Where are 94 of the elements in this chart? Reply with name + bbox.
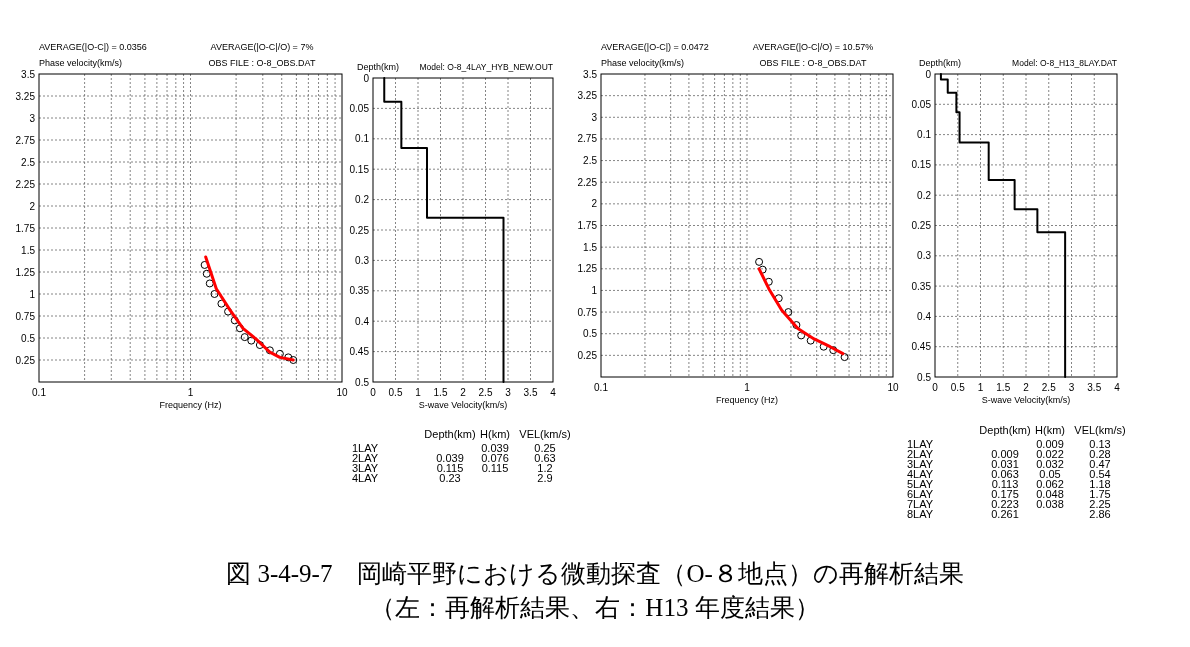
x-axis-title: Frequency (Hz): [715, 395, 779, 405]
x-tick-label: 2.5: [1041, 382, 1057, 393]
text: AVERAGE(|O-C|) = 0.0472: [601, 42, 709, 52]
y-tick-label: 0.2: [917, 189, 932, 201]
x-tick-label: 1.5: [996, 382, 1011, 393]
y-tick-label: 1.5: [583, 241, 598, 253]
text: AVERAGE(|O-C|) = 0.0356: [39, 42, 147, 52]
table: Depth(km) H(km) VEL(km/s) 1LAY 0.009 0.13 2LAY 0.009 0.022 0.28 3LAY 0.031 0.032 0.47 4LAY 0.063 0.05 0.54 5LAY 0.113 0.062 1.18 6LAY 0.175 0.048 1.75 7LAY 0.223 0.038 2.25 8LAY 0.261 2.86: [906, 424, 1126, 520]
x-tick-label: 0: [932, 382, 939, 393]
text: AVERAGE(|O-C|/O) = 7%: [210, 42, 314, 52]
point: [774, 294, 783, 303]
y-tick-label: 0.25: [349, 224, 370, 236]
x-tick-label: 3: [1068, 382, 1075, 393]
x-tick-label: 1: [415, 387, 422, 398]
y-tick-label: 3: [29, 112, 36, 124]
y-tick-label: 1.75: [15, 222, 36, 234]
y-axis-title: Depth(km): [357, 62, 400, 72]
x-tick-label: 2: [1023, 382, 1030, 393]
y-tick-label: 2.25: [15, 178, 36, 190]
y-tick-label: 3.5: [21, 68, 36, 80]
y-tick-label: 1.75: [577, 220, 598, 231]
y-tick-label: 0.25: [577, 349, 598, 361]
y-axis-title: Phase velocity(km/s): [39, 58, 123, 68]
y-tick-label: 0.45: [349, 346, 370, 358]
y-tick-label: 1: [29, 288, 36, 300]
y-tick-label: 0: [363, 72, 370, 84]
y-tick-label: 1.25: [15, 266, 36, 278]
y-tick-label: 3: [591, 111, 598, 123]
y-tick-label: 0.05: [349, 102, 370, 114]
x-tick-label: 2.5: [478, 387, 493, 398]
x-tick-label: 2: [460, 387, 467, 398]
x-tick-label: 10: [887, 382, 899, 393]
x-tick-label: 3.5: [523, 387, 538, 398]
y-tick-label: 0.35: [349, 285, 370, 297]
point: [792, 321, 801, 330]
y-tick-label: 2.75: [15, 134, 36, 146]
y-tick-label: 2: [591, 198, 598, 210]
x-axis-title: Frequency (Hz): [159, 400, 222, 410]
x-tick-label: 3: [505, 387, 512, 398]
text: OBS FILE : O-8_OBS.DAT: [759, 58, 867, 68]
x-tick-label: 1: [977, 382, 984, 393]
y-axis-title: Phase velocity(km/s): [601, 58, 685, 68]
y-tick-label: 0.05: [911, 98, 932, 110]
text: AVERAGE(|O-C|/O) = 10.57%: [752, 42, 874, 52]
y-tick-label: 0.5: [917, 371, 932, 383]
chart-title: Model: O-8_4LAY_HYB_NEW.OUT: [419, 62, 553, 72]
y-tick-label: 2: [29, 200, 36, 212]
y-tick-label: 0.3: [355, 254, 370, 266]
y-tick-label: 0.3: [917, 250, 932, 262]
y-tick-label: 0.25: [15, 354, 36, 366]
y-tick-label: 1.25: [577, 263, 598, 275]
y-tick-label: 0.1: [917, 129, 932, 141]
y-tick-label: 0: [925, 68, 932, 80]
y-tick-label: 0.75: [15, 310, 36, 322]
x-tick-label: 1.5: [433, 387, 448, 398]
y-tick-label: 0.25: [911, 220, 932, 231]
chart-title: Model: O-8_H13_8LAY.DAT: [1012, 58, 1117, 68]
text: （左：再解析結果、右：H13 年度結果）: [370, 594, 820, 621]
table: Depth(km) H(km) VEL(km/s) 1LAY 0.039 0.25 2LAY 0.039 0.076 0.63 3LAY 0.115 0.115 1.2 4LAY 0.23 2.9: [351, 428, 571, 484]
y-tick-label: 0.5: [21, 332, 36, 344]
y-tick-label: 1.5: [21, 244, 36, 256]
y-tick-label: 3.25: [15, 90, 36, 102]
y-tick-label: 0.2: [355, 194, 370, 206]
x-tick-label: 0.5: [388, 387, 403, 398]
y-tick-label: 2.25: [577, 176, 598, 188]
text: 図 3-4-9-7 岡崎平野における微動探査（O-８地点）の再解析結果: [226, 560, 964, 587]
x-axis-title: S-wave Velocity(km/s): [981, 395, 1071, 405]
y-tick-label: 0.1: [355, 133, 370, 145]
y-tick-label: 3.5: [583, 68, 598, 80]
y-tick-label: 0.15: [911, 159, 932, 171]
y-axis-title: Depth(km): [919, 58, 962, 68]
x-tick-label: 0.5: [950, 382, 966, 393]
y-tick-label: 0.4: [917, 310, 932, 322]
x-tick-label: 3.5: [1087, 382, 1102, 393]
x-tick-label: 4: [550, 387, 557, 398]
y-tick-label: 2.5: [21, 156, 36, 168]
y-tick-label: 0.5: [583, 328, 598, 340]
x-tick-label: 10: [336, 387, 348, 398]
x-axis-title: S-wave Velocity(km/s): [418, 400, 508, 410]
x-tick-label: 1: [187, 387, 194, 398]
y-tick-label: 2.75: [577, 133, 598, 145]
y-tick-label: 0.75: [577, 306, 598, 318]
y-tick-label: 1: [591, 284, 598, 296]
y-tick-label: 2.5: [583, 155, 598, 167]
y-tick-label: 0.45: [911, 341, 932, 353]
text: OBS FILE : O-8_OBS.DAT: [208, 58, 316, 68]
x-tick-label: 4: [1114, 382, 1121, 393]
x-tick-label: 1: [744, 382, 751, 393]
y-tick-label: 0.4: [355, 315, 370, 327]
y-tick-label: 0.35: [911, 280, 932, 292]
y-tick-label: 3.25: [577, 90, 598, 102]
x-tick-label: 0: [370, 387, 377, 398]
point: [829, 346, 838, 355]
y-tick-label: 0.15: [349, 163, 370, 175]
